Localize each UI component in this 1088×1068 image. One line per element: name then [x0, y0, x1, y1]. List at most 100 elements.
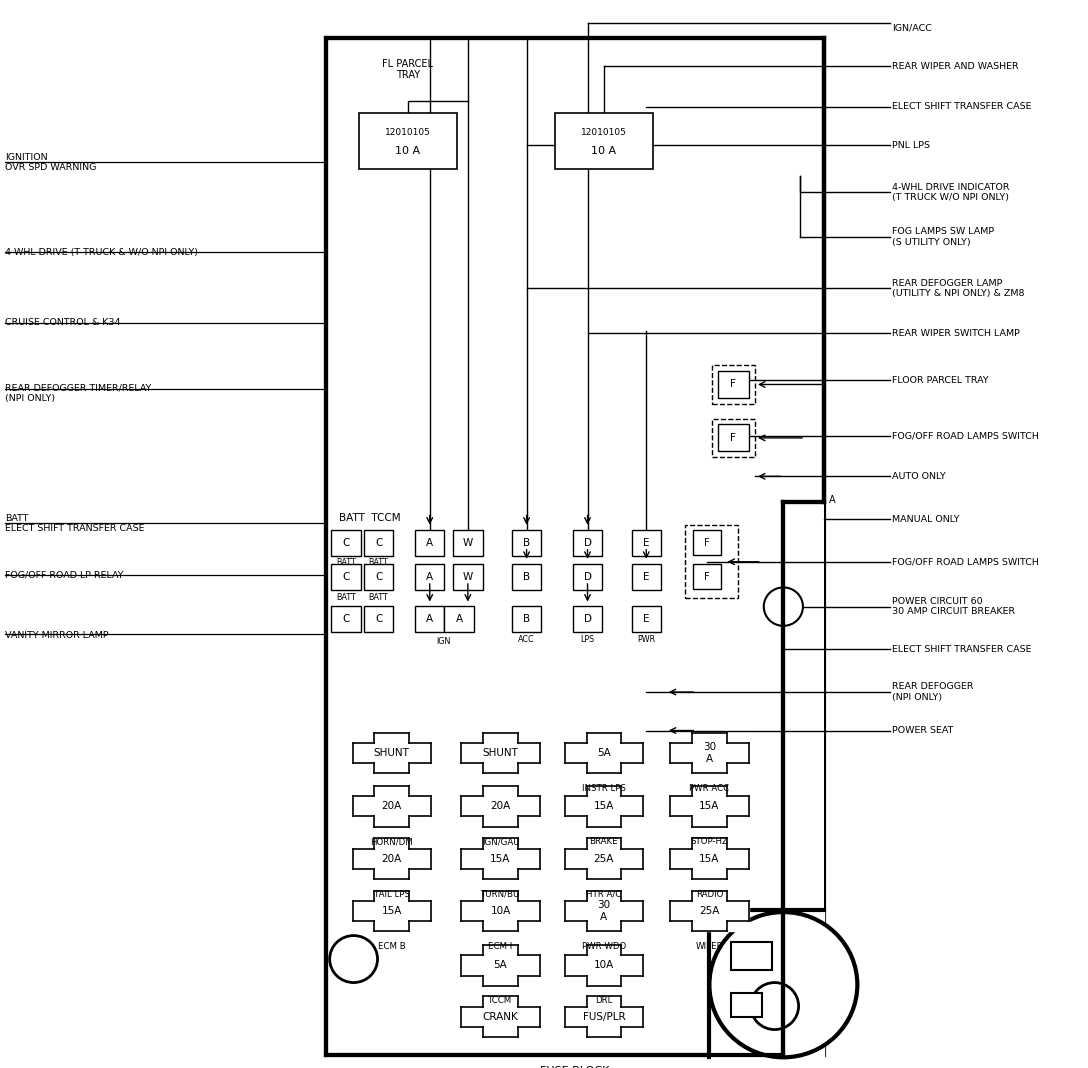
Text: C: C: [375, 571, 382, 582]
Text: E: E: [643, 614, 650, 625]
Polygon shape: [461, 945, 540, 986]
Bar: [511, 564, 541, 590]
Text: FL PARCEL
TRAY: FL PARCEL TRAY: [383, 59, 433, 80]
Text: ACC: ACC: [518, 635, 535, 644]
Text: E: E: [643, 537, 650, 548]
Text: 20A: 20A: [382, 853, 401, 864]
Bar: [331, 564, 361, 590]
Polygon shape: [565, 733, 643, 773]
Text: PNL LPS: PNL LPS: [892, 141, 930, 150]
Bar: [331, 607, 361, 632]
Bar: [631, 530, 662, 555]
Text: REAR WIPER AND WASHER: REAR WIPER AND WASHER: [892, 62, 1018, 70]
Text: HORN/DM: HORN/DM: [370, 837, 413, 846]
Text: FLOOR PARCEL TRAY: FLOOR PARCEL TRAY: [892, 376, 989, 384]
Text: A: A: [426, 537, 433, 548]
Text: INSTR LPS: INSTR LPS: [582, 784, 626, 792]
Bar: [326, 38, 824, 1055]
Text: IGN/ACC: IGN/ACC: [892, 23, 932, 32]
Text: FUSE BLOCK: FUSE BLOCK: [540, 1066, 609, 1068]
Bar: [511, 607, 541, 632]
Polygon shape: [709, 910, 824, 1057]
Text: C: C: [343, 614, 349, 625]
Bar: [363, 607, 394, 632]
Text: REAR DEFOGGER LAMP
(UTILITY & NPI ONLY) & ZM8: REAR DEFOGGER LAMP (UTILITY & NPI ONLY) …: [892, 279, 1025, 298]
Text: F: F: [730, 433, 737, 443]
Bar: [693, 530, 721, 555]
Text: 30
A: 30 A: [703, 742, 716, 764]
Text: PWR WDO: PWR WDO: [582, 942, 626, 951]
Text: IGN/GAU: IGN/GAU: [482, 837, 519, 846]
Text: A: A: [426, 614, 433, 625]
Polygon shape: [670, 733, 749, 773]
Text: C: C: [343, 537, 349, 548]
Text: 15A: 15A: [491, 853, 510, 864]
Bar: [453, 564, 483, 590]
Text: C: C: [375, 537, 382, 548]
Bar: [718, 424, 749, 452]
Bar: [331, 530, 361, 555]
Text: 15A: 15A: [700, 801, 719, 812]
Text: PWR: PWR: [638, 635, 655, 644]
Text: FUS/PLR: FUS/PLR: [582, 1011, 626, 1022]
Text: B: B: [523, 571, 530, 582]
Text: BATT
ELECT SHIFT TRANSFER CASE: BATT ELECT SHIFT TRANSFER CASE: [5, 514, 145, 533]
Text: 5A: 5A: [597, 748, 610, 758]
Bar: [631, 564, 662, 590]
Text: 25A: 25A: [594, 853, 614, 864]
Text: MANUAL ONLY: MANUAL ONLY: [892, 515, 960, 523]
Text: CRUISE CONTROL & K34: CRUISE CONTROL & K34: [5, 318, 121, 327]
Bar: [685, 525, 738, 598]
Text: W: W: [462, 571, 473, 582]
Text: A: A: [456, 614, 462, 625]
Text: F: F: [704, 571, 710, 582]
Text: DRL: DRL: [595, 996, 613, 1005]
Polygon shape: [670, 786, 749, 827]
Bar: [416, 530, 445, 555]
Polygon shape: [353, 733, 431, 773]
Text: SHUNT: SHUNT: [483, 748, 518, 758]
Bar: [731, 942, 772, 970]
Text: D: D: [583, 571, 592, 582]
Text: HTR A/C: HTR A/C: [586, 890, 621, 898]
Text: BATT: BATT: [336, 593, 356, 601]
Bar: [416, 607, 445, 632]
Bar: [631, 607, 662, 632]
Polygon shape: [565, 945, 643, 986]
Bar: [573, 607, 603, 632]
Polygon shape: [353, 891, 431, 931]
Bar: [453, 530, 483, 555]
Text: POWER CIRCUIT 60
30 AMP CIRCUIT BREAKER: POWER CIRCUIT 60 30 AMP CIRCUIT BREAKER: [892, 597, 1015, 616]
Text: 10A: 10A: [491, 906, 510, 916]
Text: RADIO: RADIO: [695, 890, 724, 898]
Text: FOG LAMPS SW LAMP
(S UTILITY ONLY): FOG LAMPS SW LAMP (S UTILITY ONLY): [892, 227, 994, 247]
Text: E: E: [643, 571, 650, 582]
Text: D: D: [583, 537, 592, 548]
Bar: [363, 564, 394, 590]
Text: ELECT SHIFT TRANSFER CASE: ELECT SHIFT TRANSFER CASE: [892, 645, 1031, 654]
Text: C: C: [343, 571, 349, 582]
Text: TURN/BU: TURN/BU: [481, 890, 520, 898]
Text: REAR WIPER SWITCH LAMP: REAR WIPER SWITCH LAMP: [892, 329, 1021, 337]
Text: ELECT SHIFT TRANSFER CASE: ELECT SHIFT TRANSFER CASE: [892, 103, 1031, 111]
Text: 25A: 25A: [700, 906, 719, 916]
Text: 4-WHL DRIVE INDICATOR
(T TRUCK W/O NPI ONLY): 4-WHL DRIVE INDICATOR (T TRUCK W/O NPI O…: [892, 183, 1010, 202]
Polygon shape: [461, 786, 540, 827]
Text: 15A: 15A: [594, 801, 614, 812]
Text: 12010105: 12010105: [581, 128, 627, 137]
Text: FOG/OFF ROAD LP RELAY: FOG/OFF ROAD LP RELAY: [5, 570, 124, 579]
Text: A: A: [426, 571, 433, 582]
Text: D: D: [583, 614, 592, 625]
Text: C: C: [375, 614, 382, 625]
Bar: [416, 564, 445, 590]
Text: TCCM: TCCM: [489, 996, 512, 1005]
Bar: [783, 502, 824, 1055]
Polygon shape: [353, 838, 431, 879]
Polygon shape: [670, 838, 749, 879]
Text: 10 A: 10 A: [591, 146, 617, 156]
Polygon shape: [461, 838, 540, 879]
Bar: [573, 530, 603, 555]
Text: PWR ACC: PWR ACC: [690, 784, 729, 792]
Text: POWER SEAT: POWER SEAT: [892, 726, 953, 735]
Polygon shape: [461, 996, 540, 1037]
